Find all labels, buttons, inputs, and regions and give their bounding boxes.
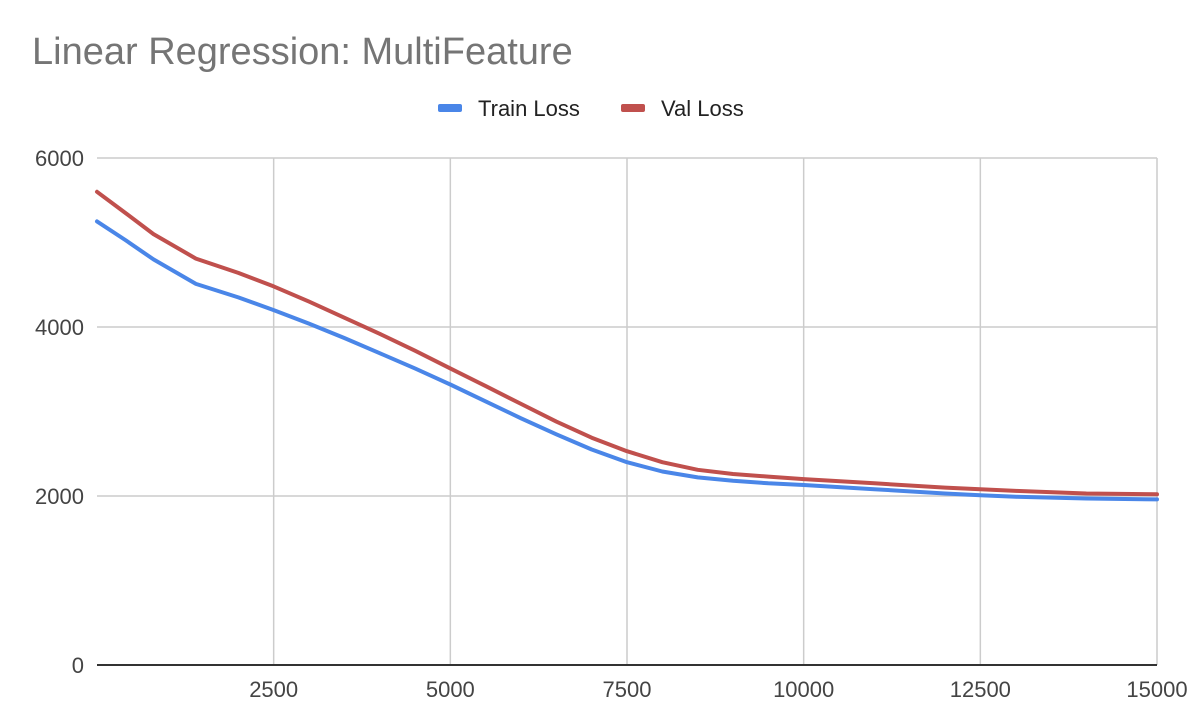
series-lines xyxy=(95,189,1159,502)
x-tick-label: 2500 xyxy=(249,677,298,702)
legend-item[interactable]: Val Loss xyxy=(621,96,744,121)
y-axis-ticks: 0 2000 4000 6000 xyxy=(35,146,84,678)
legend-item[interactable]: Train Loss xyxy=(438,96,580,121)
x-tick-label: 15000 xyxy=(1126,677,1187,702)
y-tick-label: 6000 xyxy=(35,146,84,171)
y-tick-label: 2000 xyxy=(35,484,84,509)
x-tick-label: 10000 xyxy=(773,677,834,702)
x-tick-label: 7500 xyxy=(603,677,652,702)
x-tick-label: 5000 xyxy=(426,677,475,702)
legend-label: Train Loss xyxy=(478,96,580,121)
series-line-train-loss xyxy=(95,219,1159,502)
y-tick-label: 0 xyxy=(72,653,84,678)
legend: Train Loss Val Loss xyxy=(438,96,744,121)
x-axis-ticks: 2500 5000 7500 10000 12500 15000 xyxy=(249,677,1187,702)
series-line-val-loss xyxy=(95,189,1159,497)
grid xyxy=(97,157,1158,665)
legend-label: Val Loss xyxy=(661,96,744,121)
legend-swatch xyxy=(438,104,462,112)
x-tick-label: 12500 xyxy=(950,677,1011,702)
legend-swatch xyxy=(621,104,645,112)
y-tick-label: 4000 xyxy=(35,315,84,340)
chart-title: Linear Regression: MultiFeature xyxy=(32,31,573,73)
